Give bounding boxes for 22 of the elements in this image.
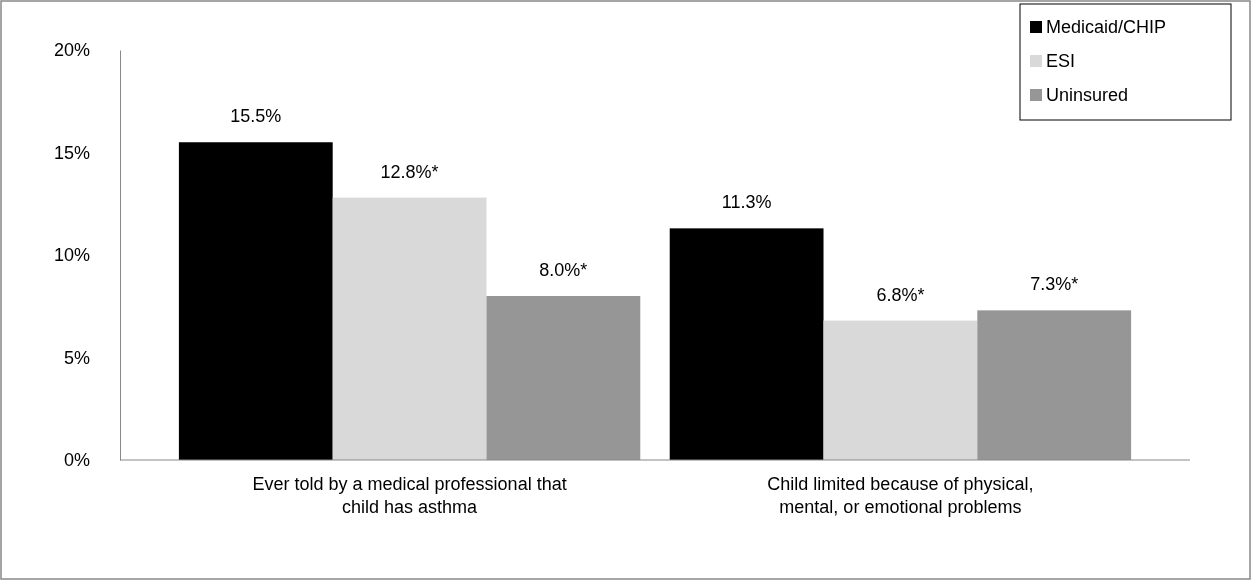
bar [486,296,641,460]
data-label: 12.8%* [380,161,439,182]
bar [823,320,978,460]
legend-label: Medicaid/CHIP [1046,17,1167,37]
data-label: 11.3% [721,192,772,213]
bar [977,310,1132,460]
data-label: 6.8%* [876,284,925,305]
data-label: 7.3%* [1030,274,1079,295]
y-tick-label: 20% [53,40,90,61]
y-tick-label: 15% [53,142,90,163]
bar [332,197,487,460]
y-tick-label: 5% [63,347,90,368]
x-tick-label: Ever told by a medical professional that child has asthma [252,474,567,518]
x-tick-label: Child limited because of physical, mental, or emotional problems [767,474,1034,518]
data-label: 15.5% [230,106,282,127]
y-tick-label: 10% [53,245,90,266]
legend-label: ESI [1046,51,1076,71]
data-label: 8.0%* [539,260,588,280]
legend-label: Uninsured [1046,85,1129,105]
bar [178,142,333,460]
bar [669,228,824,460]
y-tick-label: 0% [63,450,90,471]
